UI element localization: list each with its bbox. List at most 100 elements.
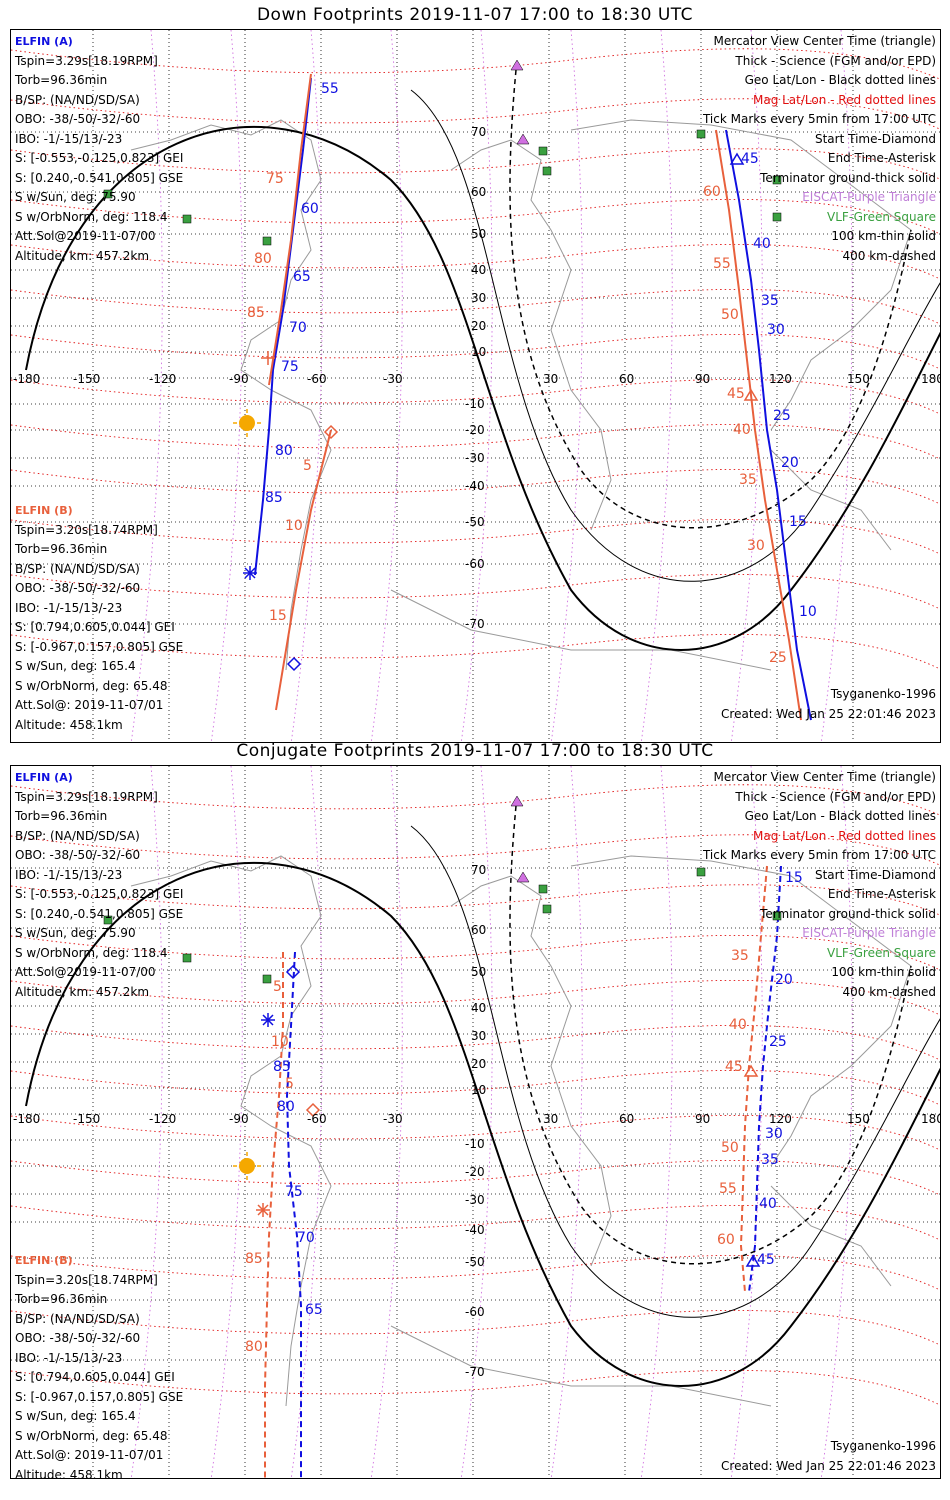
info-line: Att.Sol@: 2019-11-07/01: [15, 698, 164, 712]
info-line: Att.Sol@: 2019-11-07/01: [15, 1448, 164, 1462]
track-label: 25: [769, 1034, 787, 1050]
info-line: S w/Sun, deg: 165.4: [15, 659, 136, 673]
center-triangle-icon: [729, 152, 745, 165]
start-diamond-icon: [305, 1102, 321, 1118]
legend-line: Geo Lat/Lon - Black dotted lines: [744, 809, 936, 823]
lat-tick: -30: [465, 1193, 485, 1207]
coastlines: [130, 119, 912, 671]
lon-tick: 30: [543, 372, 558, 386]
footprint-400km: [509, 805, 912, 1265]
info-line: OBO: -38/-50/-32/-60: [15, 1331, 141, 1345]
track-label: 45: [725, 1059, 743, 1075]
mag-meridians: [130, 30, 853, 742]
legend-line: 400 km-dashed: [842, 248, 936, 263]
info-line: S w/OrbNorm, deg: 118.4: [15, 945, 168, 960]
info-line: IBO: -1/-15/13/-23: [15, 131, 123, 146]
track-label: 5: [273, 979, 282, 995]
info-line: IBO: -1/-15/13/-23: [15, 1350, 123, 1365]
legend-line: Start Time-Diamond: [814, 867, 936, 882]
info-line: S: [-0.553,-0.125,0.823] GEI: [15, 151, 184, 165]
track-label: 75: [285, 1184, 303, 1200]
info-line: S w/OrbNorm, deg: 65.48: [15, 1428, 168, 1443]
info-line: Altitude, km: 457.2km: [15, 248, 150, 263]
elfin-b-track-south: [275, 429, 332, 711]
lat-tick: 30: [471, 1029, 486, 1043]
footprint-100km: [410, 825, 940, 1318]
track-label: 40: [759, 1196, 777, 1212]
track-label: 40: [733, 422, 751, 438]
info-line: S: [0.794,0.605,0.044] GEI: [15, 1370, 175, 1384]
lon-tick: 120: [769, 372, 792, 386]
conjugate-footprints-map: -180 -150 -120 -90 -60 -30 30 60 90 120 …: [10, 765, 941, 1479]
eiscat-triangle-icon: [516, 871, 530, 883]
track-label: 5: [285, 1076, 294, 1092]
lat-tick: 60: [471, 185, 486, 199]
track-label: 20: [775, 972, 793, 988]
legend-line: End Time-Asterisk: [827, 887, 936, 901]
info-line: IBO: -1/-15/13/-23: [15, 600, 123, 615]
elfin-b-track-east: [715, 129, 802, 721]
lon-tick: -90: [229, 372, 249, 386]
lon-tick: 90: [695, 1112, 710, 1126]
legend-line: Terminator ground-thick solid: [760, 906, 936, 921]
lat-tick: 40: [471, 1001, 486, 1015]
lon-tick: 180: [921, 372, 941, 386]
track-label: 30: [767, 322, 785, 338]
elfin-b-track-east: [739, 865, 768, 1293]
map-legend: Mercator View Center Time (triangle) Thi…: [703, 32, 936, 266]
legend-line: 400 km-dashed: [842, 984, 936, 999]
info-line: B/SP: (NA/ND/SD/SA): [15, 561, 140, 576]
lat-tick: -10: [465, 397, 485, 411]
sun-icon: [233, 1152, 261, 1180]
info-line: Torb=96.36min: [15, 542, 108, 556]
track-label: 45: [727, 386, 745, 402]
axis-labels: -180 -150 -120 -90 -60 -30 30 60 90 120 …: [13, 125, 941, 631]
lat-tick: -50: [465, 515, 485, 529]
track-label: 60: [301, 201, 319, 217]
info-line: S: [0.240,-0.541,0.805] GSE: [15, 170, 184, 185]
lat-tick: -40: [465, 479, 485, 493]
track-label: 80: [245, 1339, 263, 1355]
legend-line: Geo Lat/Lon - Black dotted lines: [744, 73, 936, 87]
elfin-a-header: ELFIN (A): [15, 35, 73, 48]
lat-tick: -20: [465, 423, 485, 437]
info-line: Tspin=3.20s[18.74RPM]: [15, 1272, 158, 1287]
track-label: 40: [729, 1017, 747, 1033]
track-label: 30: [747, 538, 765, 554]
track-label: 80: [277, 1099, 295, 1115]
track-label: 20: [781, 455, 799, 471]
lat-tick: 70: [471, 863, 486, 877]
legend-line: Start Time-Diamond: [814, 131, 936, 146]
lat-tick: 10: [471, 345, 486, 359]
elfin-a-track-east: [725, 129, 812, 721]
legend-line: VLF-Green Square: [827, 209, 936, 224]
track-label: 75: [266, 171, 284, 187]
elfin-a-track: [254, 77, 312, 576]
mag-meridians: [130, 766, 853, 1478]
footprint-400km: [509, 69, 912, 529]
vlf-square-icons: [103, 867, 782, 984]
lon-tick: -120: [149, 1112, 176, 1126]
track-label: 60: [717, 1232, 735, 1248]
track-label: 5: [303, 458, 312, 474]
elfin-a-header: ELFIN (A): [15, 771, 73, 784]
created-time: Created: Wed Jan 25 22:01:46 2023: [721, 706, 936, 721]
info-line: S w/Sun, deg: 75.90: [15, 190, 136, 204]
lon-tick: -180: [13, 372, 40, 386]
elfin-b-track: [264, 952, 284, 1478]
sun-icon: [233, 409, 261, 437]
elfin-a-track-east: [748, 865, 782, 1293]
model-footer: Tsyganenko-1996 Created: Wed Jan 25 22:0…: [721, 685, 936, 724]
geo-grid: [11, 30, 940, 742]
info-line: Tspin=3.20s[18.74RPM]: [15, 522, 158, 537]
lat-tick: 40: [471, 263, 486, 277]
info-line: S w/OrbNorm, deg: 65.48: [15, 678, 168, 693]
legend-line: Terminator ground-thick solid: [760, 170, 936, 185]
info-line: S: [0.240,-0.541,0.805] GSE: [15, 906, 184, 921]
track-label: 50: [721, 1140, 739, 1156]
track-label: 55: [713, 256, 731, 272]
track-label: 15: [785, 870, 803, 886]
lon-tick: -180: [13, 1112, 40, 1126]
lat-tick: -10: [465, 1137, 485, 1151]
eiscat-triangle-icon: [510, 59, 524, 71]
